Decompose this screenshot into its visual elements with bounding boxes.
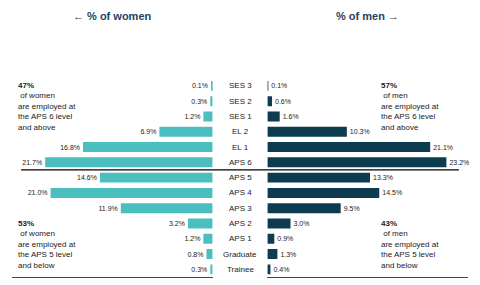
- svg-text:57% of menare employed atthe A: 57% of menare employed atthe APS 6 level…: [381, 81, 439, 132]
- svg-text:0.3%: 0.3%: [191, 266, 207, 273]
- svg-text:13.3%: 13.3%: [373, 174, 393, 181]
- svg-text:APS 6: APS 6: [229, 158, 252, 167]
- svg-text:14.6%: 14.6%: [77, 174, 97, 181]
- svg-text:0.1%: 0.1%: [192, 82, 208, 89]
- svg-text:SES 3: SES 3: [229, 81, 252, 90]
- svg-text:6.9%: 6.9%: [140, 128, 156, 135]
- svg-text:0.1%: 0.1%: [271, 82, 287, 89]
- svg-text:0.9%: 0.9%: [277, 235, 293, 242]
- svg-text:SES 2: SES 2: [229, 97, 252, 106]
- svg-text:43% of menare employed atthe A: 43% of menare employed atthe APS 5 level…: [381, 219, 439, 270]
- svg-text:3.2%: 3.2%: [169, 220, 185, 227]
- svg-text:0.8%: 0.8%: [188, 251, 204, 258]
- svg-text:APS 4: APS 4: [229, 188, 252, 197]
- svg-text:Trainee: Trainee: [227, 265, 254, 274]
- svg-text:47% of womenare employed atthe: 47% of womenare employed atthe APS 6 lev…: [18, 81, 76, 132]
- svg-text:SES 1: SES 1: [229, 112, 252, 121]
- svg-text:21.7%: 21.7%: [22, 159, 42, 166]
- svg-text:23.2%: 23.2%: [449, 159, 469, 166]
- svg-text:9.5%: 9.5%: [344, 205, 360, 212]
- svg-text:1.6%: 1.6%: [283, 113, 299, 120]
- svg-text:APS 5: APS 5: [229, 173, 252, 182]
- svg-text:11.9%: 11.9%: [98, 205, 117, 212]
- svg-text:APS 2: APS 2: [229, 219, 252, 228]
- svg-text:53% of womenare employed atthe: 53% of womenare employed atthe APS 5 lev…: [18, 219, 76, 270]
- svg-text:21.0%: 21.0%: [28, 189, 48, 196]
- svg-text:3.0%: 3.0%: [294, 220, 310, 227]
- svg-text:0.6%: 0.6%: [275, 98, 291, 105]
- svg-text:1.2%: 1.2%: [184, 235, 200, 242]
- svg-text:APS 1: APS 1: [229, 234, 252, 243]
- svg-text:16.8%: 16.8%: [60, 144, 80, 151]
- svg-text:EL 2: EL 2: [232, 127, 249, 136]
- svg-text:10.3%: 10.3%: [350, 128, 370, 135]
- svg-text:Graduate: Graduate: [223, 250, 257, 259]
- svg-text:21.1%: 21.1%: [433, 144, 453, 151]
- svg-text:0.3%: 0.3%: [191, 98, 207, 105]
- svg-text:APS 3: APS 3: [229, 204, 252, 213]
- svg-text:1.2%: 1.2%: [184, 113, 200, 120]
- svg-text:% of men →: % of men →: [336, 10, 399, 22]
- svg-text:← % of women: ← % of women: [73, 10, 152, 22]
- svg-text:1.3%: 1.3%: [280, 251, 296, 258]
- svg-text:14.5%: 14.5%: [382, 189, 402, 196]
- svg-text:EL 1: EL 1: [232, 143, 249, 152]
- svg-text:0.4%: 0.4%: [273, 266, 289, 273]
